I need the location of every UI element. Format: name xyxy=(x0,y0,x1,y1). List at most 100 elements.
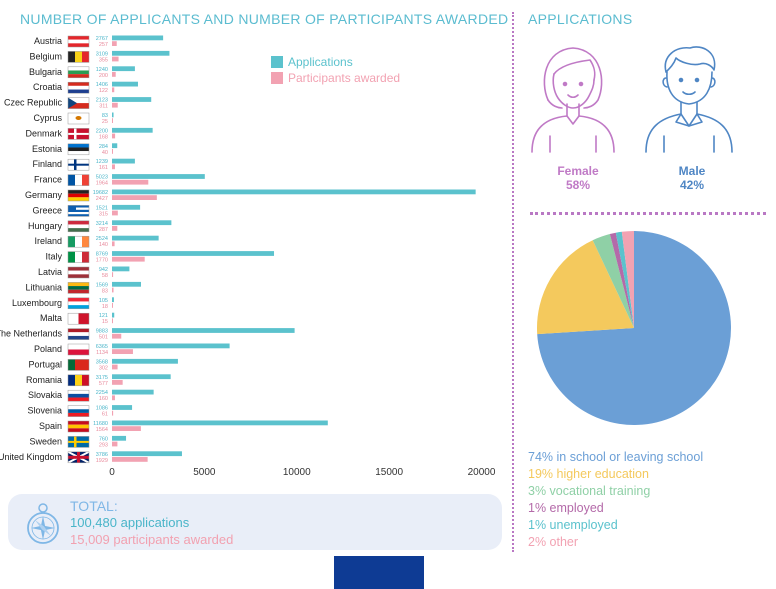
applications-value: 3214 xyxy=(96,221,108,227)
awarded-value: 83 xyxy=(102,288,108,294)
applications-bar xyxy=(112,220,172,226)
country-label: Romania xyxy=(26,375,62,385)
applications-value: 3175 xyxy=(96,375,108,381)
x-tick-label: 0 xyxy=(109,467,115,478)
awarded-bar xyxy=(112,395,115,401)
total-participants-awarded: 15,009 participants awarded xyxy=(70,532,234,547)
awarded-bar xyxy=(112,164,115,170)
applications-bar xyxy=(112,297,114,303)
applications-bar xyxy=(112,158,135,164)
country-label: Italy xyxy=(45,252,62,262)
country-label: Denmark xyxy=(25,128,62,138)
applications-value: 1406 xyxy=(96,82,108,88)
awarded-bar xyxy=(112,349,133,354)
country-label: Cyprus xyxy=(33,113,62,123)
awarded-value: 311 xyxy=(99,104,108,110)
flag-icon xyxy=(67,35,90,48)
awarded-value: 355 xyxy=(99,57,108,63)
awarded-bar xyxy=(112,457,148,462)
awarded-value: 18 xyxy=(102,304,108,310)
pie-slice xyxy=(537,231,731,425)
applications-value: 3786 xyxy=(96,452,108,458)
applications-value: 2767 xyxy=(96,36,108,42)
awarded-bar xyxy=(112,210,118,216)
pie-legend-item: 2% other xyxy=(528,535,579,549)
pie-slice xyxy=(609,232,634,328)
flag-icon xyxy=(67,235,90,248)
applications-bar xyxy=(112,235,159,241)
applications-bar xyxy=(112,66,135,72)
awarded-bar xyxy=(112,195,157,200)
country-label: Portugal xyxy=(28,359,62,369)
total-applications: 100,480 applications xyxy=(70,515,190,530)
country-label: Lithuania xyxy=(25,282,62,292)
applications-value: 19682 xyxy=(93,190,108,196)
flag-icon xyxy=(67,174,90,186)
pie-slice xyxy=(537,240,634,335)
flag-icon xyxy=(67,112,90,125)
pie-slice xyxy=(615,231,634,328)
applications-bar xyxy=(112,251,275,256)
pie-legend-item: 19% higher education xyxy=(528,467,649,481)
awarded-value: 1134 xyxy=(96,350,108,356)
flag-icon xyxy=(67,81,90,94)
male-percentage: 42% xyxy=(679,178,705,192)
awarded-value: 577 xyxy=(99,381,108,387)
awarded-bar xyxy=(112,149,113,154)
total-label: TOTAL: xyxy=(70,498,118,514)
applications-value: 11680 xyxy=(93,421,108,427)
applications-value: 1240 xyxy=(96,67,108,73)
flag-icon xyxy=(67,143,90,156)
flag-icon xyxy=(67,128,90,140)
applications-bar xyxy=(112,389,154,395)
applications-bar xyxy=(112,312,115,318)
awarded-bar xyxy=(112,179,149,185)
applications-bar xyxy=(112,358,178,364)
applications-bar xyxy=(112,374,171,380)
pie-slice xyxy=(592,234,634,328)
awarded-bar xyxy=(112,441,118,447)
flag-icon xyxy=(67,450,90,464)
flag-icon xyxy=(67,312,90,325)
female-label: Female xyxy=(557,164,599,178)
awarded-bar xyxy=(112,333,122,339)
flag-icon xyxy=(67,297,90,310)
flag-icon xyxy=(67,282,90,294)
flag-icon xyxy=(67,405,90,417)
flag-icon xyxy=(67,251,90,263)
country-label: Germany xyxy=(25,190,63,200)
x-tick-label: 15000 xyxy=(375,467,403,478)
awarded-value: 293 xyxy=(99,442,108,448)
flag-icon xyxy=(67,359,90,371)
country-label: Belgium xyxy=(29,51,62,61)
applications-bar xyxy=(112,112,114,118)
applications-bar xyxy=(112,405,133,410)
country-label: Poland xyxy=(34,344,62,354)
flag-icon xyxy=(67,374,90,387)
compass-icon xyxy=(27,503,59,544)
awarded-value: 2427 xyxy=(96,196,108,202)
applications-value: 5023 xyxy=(96,175,108,181)
country-label: Ireland xyxy=(34,236,62,246)
awarded-bar xyxy=(112,241,115,247)
applications-bar xyxy=(112,81,138,87)
female-avatar-icon xyxy=(531,47,615,153)
awarded-value: 40 xyxy=(102,150,108,156)
awarded-bar xyxy=(112,226,118,231)
applications-value: 1239 xyxy=(96,159,108,165)
flag-icon xyxy=(67,389,90,402)
country-label: Austria xyxy=(34,36,62,46)
male-label: Male xyxy=(678,164,706,178)
flag-icon xyxy=(67,66,90,79)
awarded-value: 140 xyxy=(99,242,108,248)
pie-legend-item: 74% in school or leaving school xyxy=(528,450,704,464)
country-label: Slovakia xyxy=(28,390,62,400)
applications-bar xyxy=(112,174,205,179)
awarded-value: 1564 xyxy=(96,427,108,433)
applications-bar xyxy=(112,127,153,133)
applications-value: 8769 xyxy=(96,252,108,258)
awarded-value: 58 xyxy=(102,273,108,279)
country-label: Hungary xyxy=(28,221,63,231)
pie-legend-item: 1% unemployed xyxy=(528,518,618,532)
